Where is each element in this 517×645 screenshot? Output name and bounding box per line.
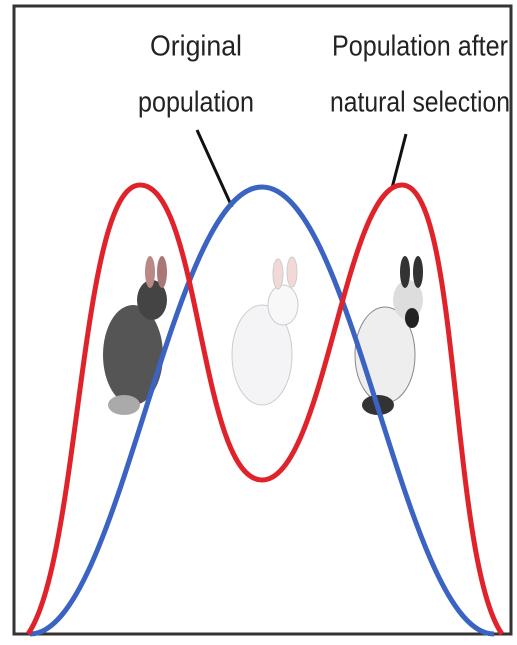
diagram: Original population Population after nat… [0, 0, 517, 640]
label-line: Original [150, 31, 242, 63]
label-line: population [138, 87, 254, 119]
page: Original population Population after nat… [0, 0, 517, 640]
label-line: Population after [332, 31, 508, 63]
label-line: natural selection [330, 87, 510, 119]
